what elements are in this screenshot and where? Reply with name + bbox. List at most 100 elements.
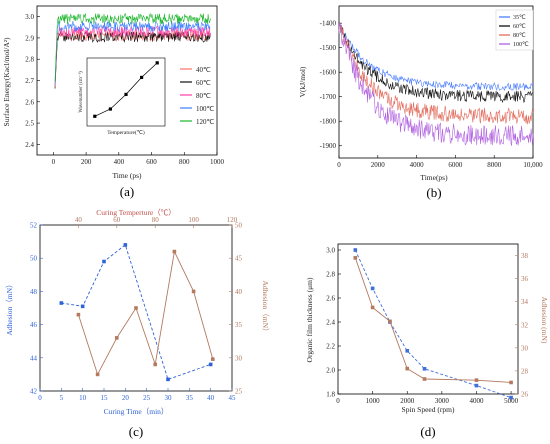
panel-d-point <box>353 248 358 252</box>
panel-c-top-tick-label: 100 <box>188 216 199 224</box>
panel-a-ytick-label: 2.5 <box>25 120 34 128</box>
panel-a-series-line <box>54 20 211 85</box>
panel-a-legend-label: 40℃ <box>196 66 211 74</box>
panel-d-rtick-label: 26 <box>521 391 529 399</box>
panel-b-legend-label: 60℃ <box>513 24 526 30</box>
panel-a-xtick-label: 200 <box>81 158 92 166</box>
panel-d-rtick-label: 38 <box>521 252 529 260</box>
panel-d-ytick-label: 3.0 <box>326 247 335 255</box>
panel-c-top-tick-label: 60 <box>113 216 121 224</box>
panel-c-point <box>134 306 138 310</box>
panel-c-point <box>76 312 81 317</box>
panel-c-point <box>95 372 100 377</box>
panel-a-legend-label: 80℃ <box>196 92 211 100</box>
panel-d-rtick-label: 36 <box>521 275 529 283</box>
panel-b-xtick-label: 0 <box>337 161 341 169</box>
panel-a-xlabel: Time (ps) <box>112 171 142 180</box>
panel-b-ytick-label: -1400 <box>320 20 337 28</box>
panel-d-frame <box>337 243 519 395</box>
panel-d-ytick-label: 2.0 <box>326 367 335 375</box>
panel-b-series-line <box>338 21 534 125</box>
panel-d-xtick-label: 4000 <box>469 397 484 405</box>
panel-c-point <box>166 377 170 382</box>
panel-c-point <box>172 249 177 254</box>
panel-a-ytick-label: 2.8 <box>25 56 34 64</box>
panel-c-point <box>59 301 64 305</box>
panel-c-point <box>153 362 157 367</box>
panel-c-ylabel-right: Adhesion（mN） <box>261 281 270 336</box>
panel-c-point <box>208 362 213 367</box>
panel-b-xtick-label: 6000 <box>448 161 463 169</box>
panel-d-ytick-label: 2.2 <box>326 343 335 351</box>
panel-c-ylabel-left: Adhesion（mN） <box>5 281 14 336</box>
panel-d-point <box>422 377 427 381</box>
panel-c-xlabel: Curing Time（min） <box>104 407 169 416</box>
panel-a-xtick-label: 400 <box>114 158 125 166</box>
panel-d-point <box>353 256 358 260</box>
panel-a-xtick-label: 0 <box>52 158 56 166</box>
panel-c-xtick-label: 30 <box>165 394 173 402</box>
panel-c-point <box>102 259 106 264</box>
panel-a-inset-point <box>140 75 144 80</box>
panel-d-rtick-label: 30 <box>521 344 529 352</box>
panel-a: 0 200 400 600 800 1000 2.4 2.5 2.6 2.7 2.8 2.9 3.0 4… <box>2 5 225 199</box>
panel-d: 0 1000 2000 3000 4000 5000 1.8 2.0 2.2 2.4 2.6 2.8 3… <box>305 243 549 439</box>
panel-a-xtick-label: 800 <box>179 158 190 166</box>
panel-d-ytick-label: 2.6 <box>326 295 335 303</box>
panel-d-ytick-label: 2.4 <box>326 319 335 327</box>
panel-b-ytick-label: -1700 <box>320 93 337 101</box>
panel-d-rtick-label: 28 <box>521 367 529 375</box>
panel-c-xtick-label: 15 <box>101 394 109 402</box>
panel-a-inset-point <box>108 107 112 111</box>
panel-c-point <box>123 243 128 247</box>
panel-a-ytick-label: 2.4 <box>25 141 34 149</box>
panel-b-legend-label: 100℃ <box>513 42 529 48</box>
panel-d-xtick-label: 0 <box>336 397 340 405</box>
panel-c-top-tick-label: 40 <box>75 216 83 224</box>
panel-b-series-line <box>338 22 534 104</box>
panel-d-point <box>474 378 479 382</box>
panel-c-series-line <box>61 244 211 380</box>
panel-d-rtick-label: 32 <box>521 321 529 329</box>
panel-d-ylabel-right: Adhesion (mN) <box>540 297 549 344</box>
panel-b-series-line <box>338 22 534 146</box>
panel-d-point <box>370 305 375 310</box>
panel-c-point <box>211 357 215 361</box>
panel-d-xtick-label: 1000 <box>366 397 381 405</box>
panel-b-xtick-label: 4000 <box>410 161 425 169</box>
panel-d-xtick-label: 2000 <box>400 397 415 405</box>
panel-c-ytick-label: 50 <box>30 255 38 263</box>
panel-b-xtick-label: 10,000 <box>523 161 543 169</box>
panel-a-ytick-label: 2.7 <box>25 77 34 85</box>
panel-c-ytick-label: 46 <box>30 321 38 329</box>
panel-a-ylabel: Surface Energy(Kacl/mol/A²) <box>2 37 11 126</box>
panel-d-point <box>405 366 410 371</box>
panel-c-xtick-label: 45 <box>229 394 237 402</box>
panel-d-ytick-label: 2.8 <box>326 271 335 279</box>
panel-a-legend-label: 100℃ <box>196 105 215 113</box>
panel-b-xtick-label: 2000 <box>371 161 386 169</box>
panel-a-inset-point <box>124 92 128 97</box>
panel-c-xtick-label: 25 <box>143 394 151 402</box>
panel-d-xtick-label: 3000 <box>435 397 450 405</box>
panel-d-xtick-label: 5000 <box>504 397 519 405</box>
panel-c-xtick-label: 40 <box>207 394 215 402</box>
panel-b-ytick-label: -1600 <box>320 69 337 77</box>
panel-b: 0 2000 4000 6000 8000 10,000 -1400 -1500 -1600 -1… <box>298 5 543 200</box>
panel-a-series-line <box>54 25 211 87</box>
panel-a-ytick-label: 2.9 <box>25 34 34 42</box>
panel-a-inset-point <box>93 114 97 118</box>
panel-d-point <box>474 383 479 388</box>
panel-a-legend-label: 120℃ <box>196 118 215 126</box>
panel-b-legend-label: 80℃ <box>513 33 526 39</box>
panel-a-inset-ylabel: Wavenumber (cm⁻¹) <box>78 71 84 113</box>
panel-c-ytick-label: 52 <box>30 222 38 230</box>
panel-d-xlabel: Spin Speed (rpm) <box>402 405 455 414</box>
panel-a-label: (a) <box>120 184 134 199</box>
panel-d-rtick-label: 34 <box>521 298 529 306</box>
panel-a-inset-frame <box>86 57 166 127</box>
panel-b-series-line <box>338 22 534 92</box>
panel-c-series-line <box>77 250 214 376</box>
panel-a-ytick-label: 3.0 <box>25 13 34 21</box>
panel-c-xtick-label: 20 <box>122 394 130 402</box>
